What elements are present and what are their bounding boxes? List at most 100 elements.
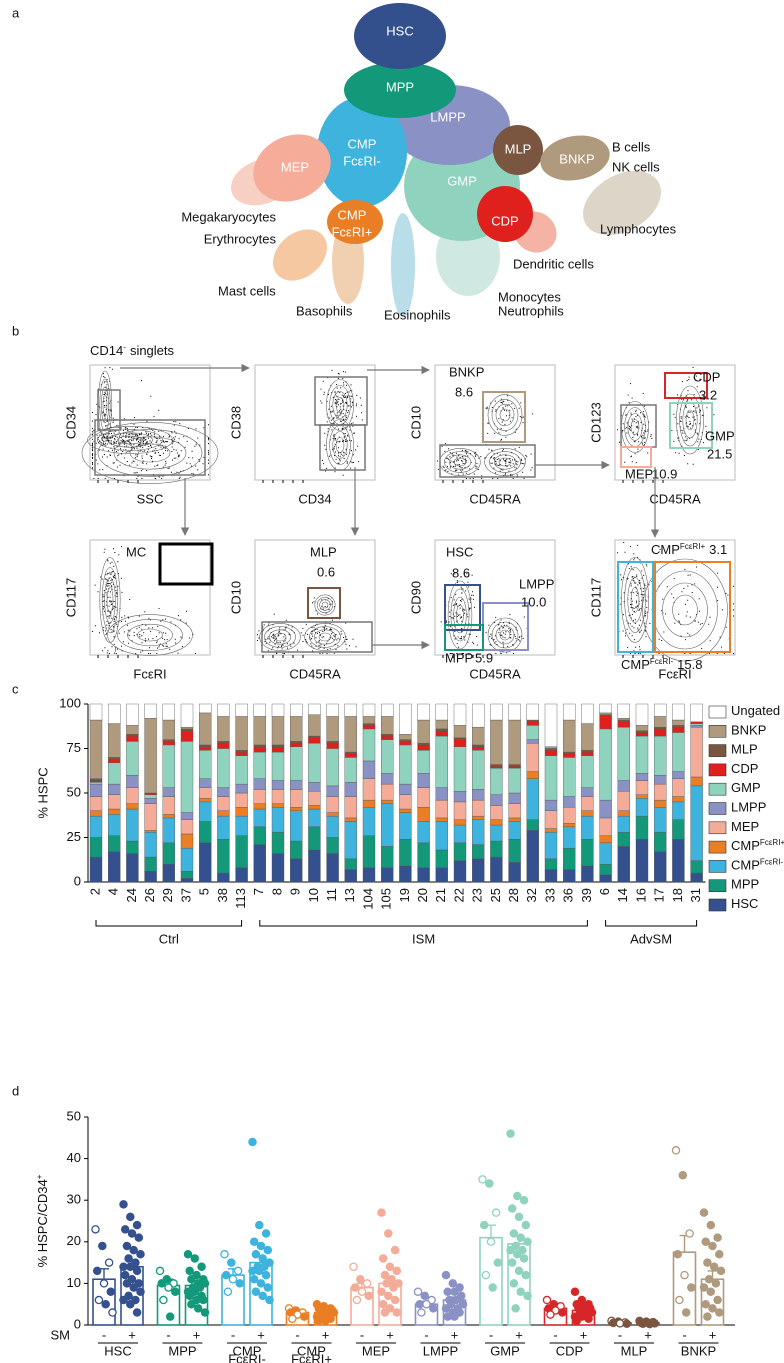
gate-value: 10.0 [521, 594, 546, 609]
bar-segment [253, 746, 267, 753]
bar-segment [490, 794, 503, 806]
lineage-branch [273, 229, 327, 281]
data-point [638, 1319, 648, 1329]
bar-segment [453, 746, 467, 792]
bar-segment [198, 798, 212, 803]
data-point [509, 1279, 519, 1288]
flow-contour [453, 457, 467, 467]
bar-segment [417, 719, 430, 744]
bar-segment [107, 851, 121, 883]
gate-value: 10.9 [652, 466, 677, 481]
bar-segment [253, 751, 267, 779]
bar-segment [544, 831, 558, 860]
bar-segment [253, 778, 267, 790]
x-category-label: CDP [556, 1343, 583, 1358]
bar-segment [89, 837, 103, 858]
flow-gate [654, 561, 731, 653]
flow-gate [620, 446, 652, 468]
bar-segment [362, 716, 376, 724]
legend-label: CMPFcεRI+ [731, 838, 784, 854]
flow-contour [332, 431, 348, 459]
data-point [132, 1266, 142, 1276]
bar-segment [417, 807, 430, 822]
data-point [256, 1279, 266, 1288]
bar-segment [253, 744, 267, 747]
bar-segment [362, 778, 376, 801]
group-sign: - [553, 1327, 557, 1342]
bar-segment [617, 726, 630, 781]
bar-segment [326, 796, 339, 813]
flow-x-label: SSC [137, 491, 164, 506]
bar-segment [271, 780, 285, 790]
bar-segment [581, 796, 594, 811]
gate-label: BNKP [449, 364, 484, 379]
bar-segment [417, 787, 430, 808]
bar-segment [599, 799, 612, 819]
data-point [136, 1250, 145, 1259]
bar-segment [672, 796, 685, 803]
group-sign: + [580, 1327, 588, 1342]
legend-label-part: BNKP [731, 723, 766, 738]
bar-segment [271, 744, 285, 747]
bar-segment [217, 741, 230, 744]
bar-segment [399, 794, 412, 810]
legend-swatch [708, 898, 727, 912]
bar-segment [271, 789, 285, 804]
bar-segment [308, 791, 321, 806]
bar-segment [526, 742, 539, 772]
data-point [509, 1229, 519, 1238]
bar-segment [326, 812, 339, 817]
bar-segment [672, 732, 685, 772]
legend-label-part: CMP [731, 858, 760, 873]
bar-segment [490, 805, 503, 820]
data-point [488, 1283, 497, 1292]
data-point [233, 1266, 243, 1276]
data-point [678, 1170, 688, 1180]
data-point [255, 1266, 264, 1276]
bar-segment [126, 803, 139, 810]
bar-segment [308, 703, 321, 715]
flow-contour [621, 557, 649, 643]
bar-segment [617, 791, 630, 811]
x-tick-label: 104 [360, 888, 375, 910]
legend-label-part: FcεRI- [760, 857, 784, 866]
bar-segment [126, 775, 139, 788]
gate-label: CMPFcεRI+ 3.1 [651, 542, 727, 558]
node-label: BNKP [559, 151, 594, 166]
bar-segment [180, 878, 194, 883]
bar-segment [381, 739, 394, 774]
flow-y-label: CD117 [588, 578, 603, 618]
bar-segment [472, 726, 485, 746]
flow-contour [273, 632, 287, 642]
bar-segment [690, 703, 703, 722]
node-label: MEP [281, 159, 309, 174]
flow-contour [495, 403, 515, 427]
flow-contour [484, 448, 526, 476]
bar-segment [544, 799, 558, 811]
bar-segment [435, 719, 448, 730]
data-point [263, 1283, 273, 1292]
group-sign: + [451, 1327, 459, 1342]
flow-gate [669, 402, 713, 449]
bar-segment [581, 750, 594, 753]
bar-segment [526, 778, 539, 820]
bar-segment [381, 716, 394, 735]
bar-segment [198, 712, 212, 746]
bar-segment [126, 741, 139, 776]
y-axis-label-part: + [35, 1174, 44, 1179]
bar-segment [435, 787, 448, 801]
bar-segment [107, 835, 121, 852]
outcome-label: Mast cells [218, 283, 276, 298]
node-label: CMP [338, 207, 367, 222]
data-point [187, 1299, 196, 1309]
bar-segment [635, 725, 649, 731]
legend-label-part: MLP [731, 742, 758, 757]
data-point [364, 1291, 374, 1301]
bar-segment [290, 840, 303, 860]
bar-segment [435, 799, 448, 819]
node-sublabel: FcεRI- [343, 153, 381, 168]
group-sign: - [682, 1327, 686, 1342]
flow-gate [664, 372, 708, 399]
lineage-node [317, 97, 407, 207]
flow-contour [264, 626, 296, 648]
